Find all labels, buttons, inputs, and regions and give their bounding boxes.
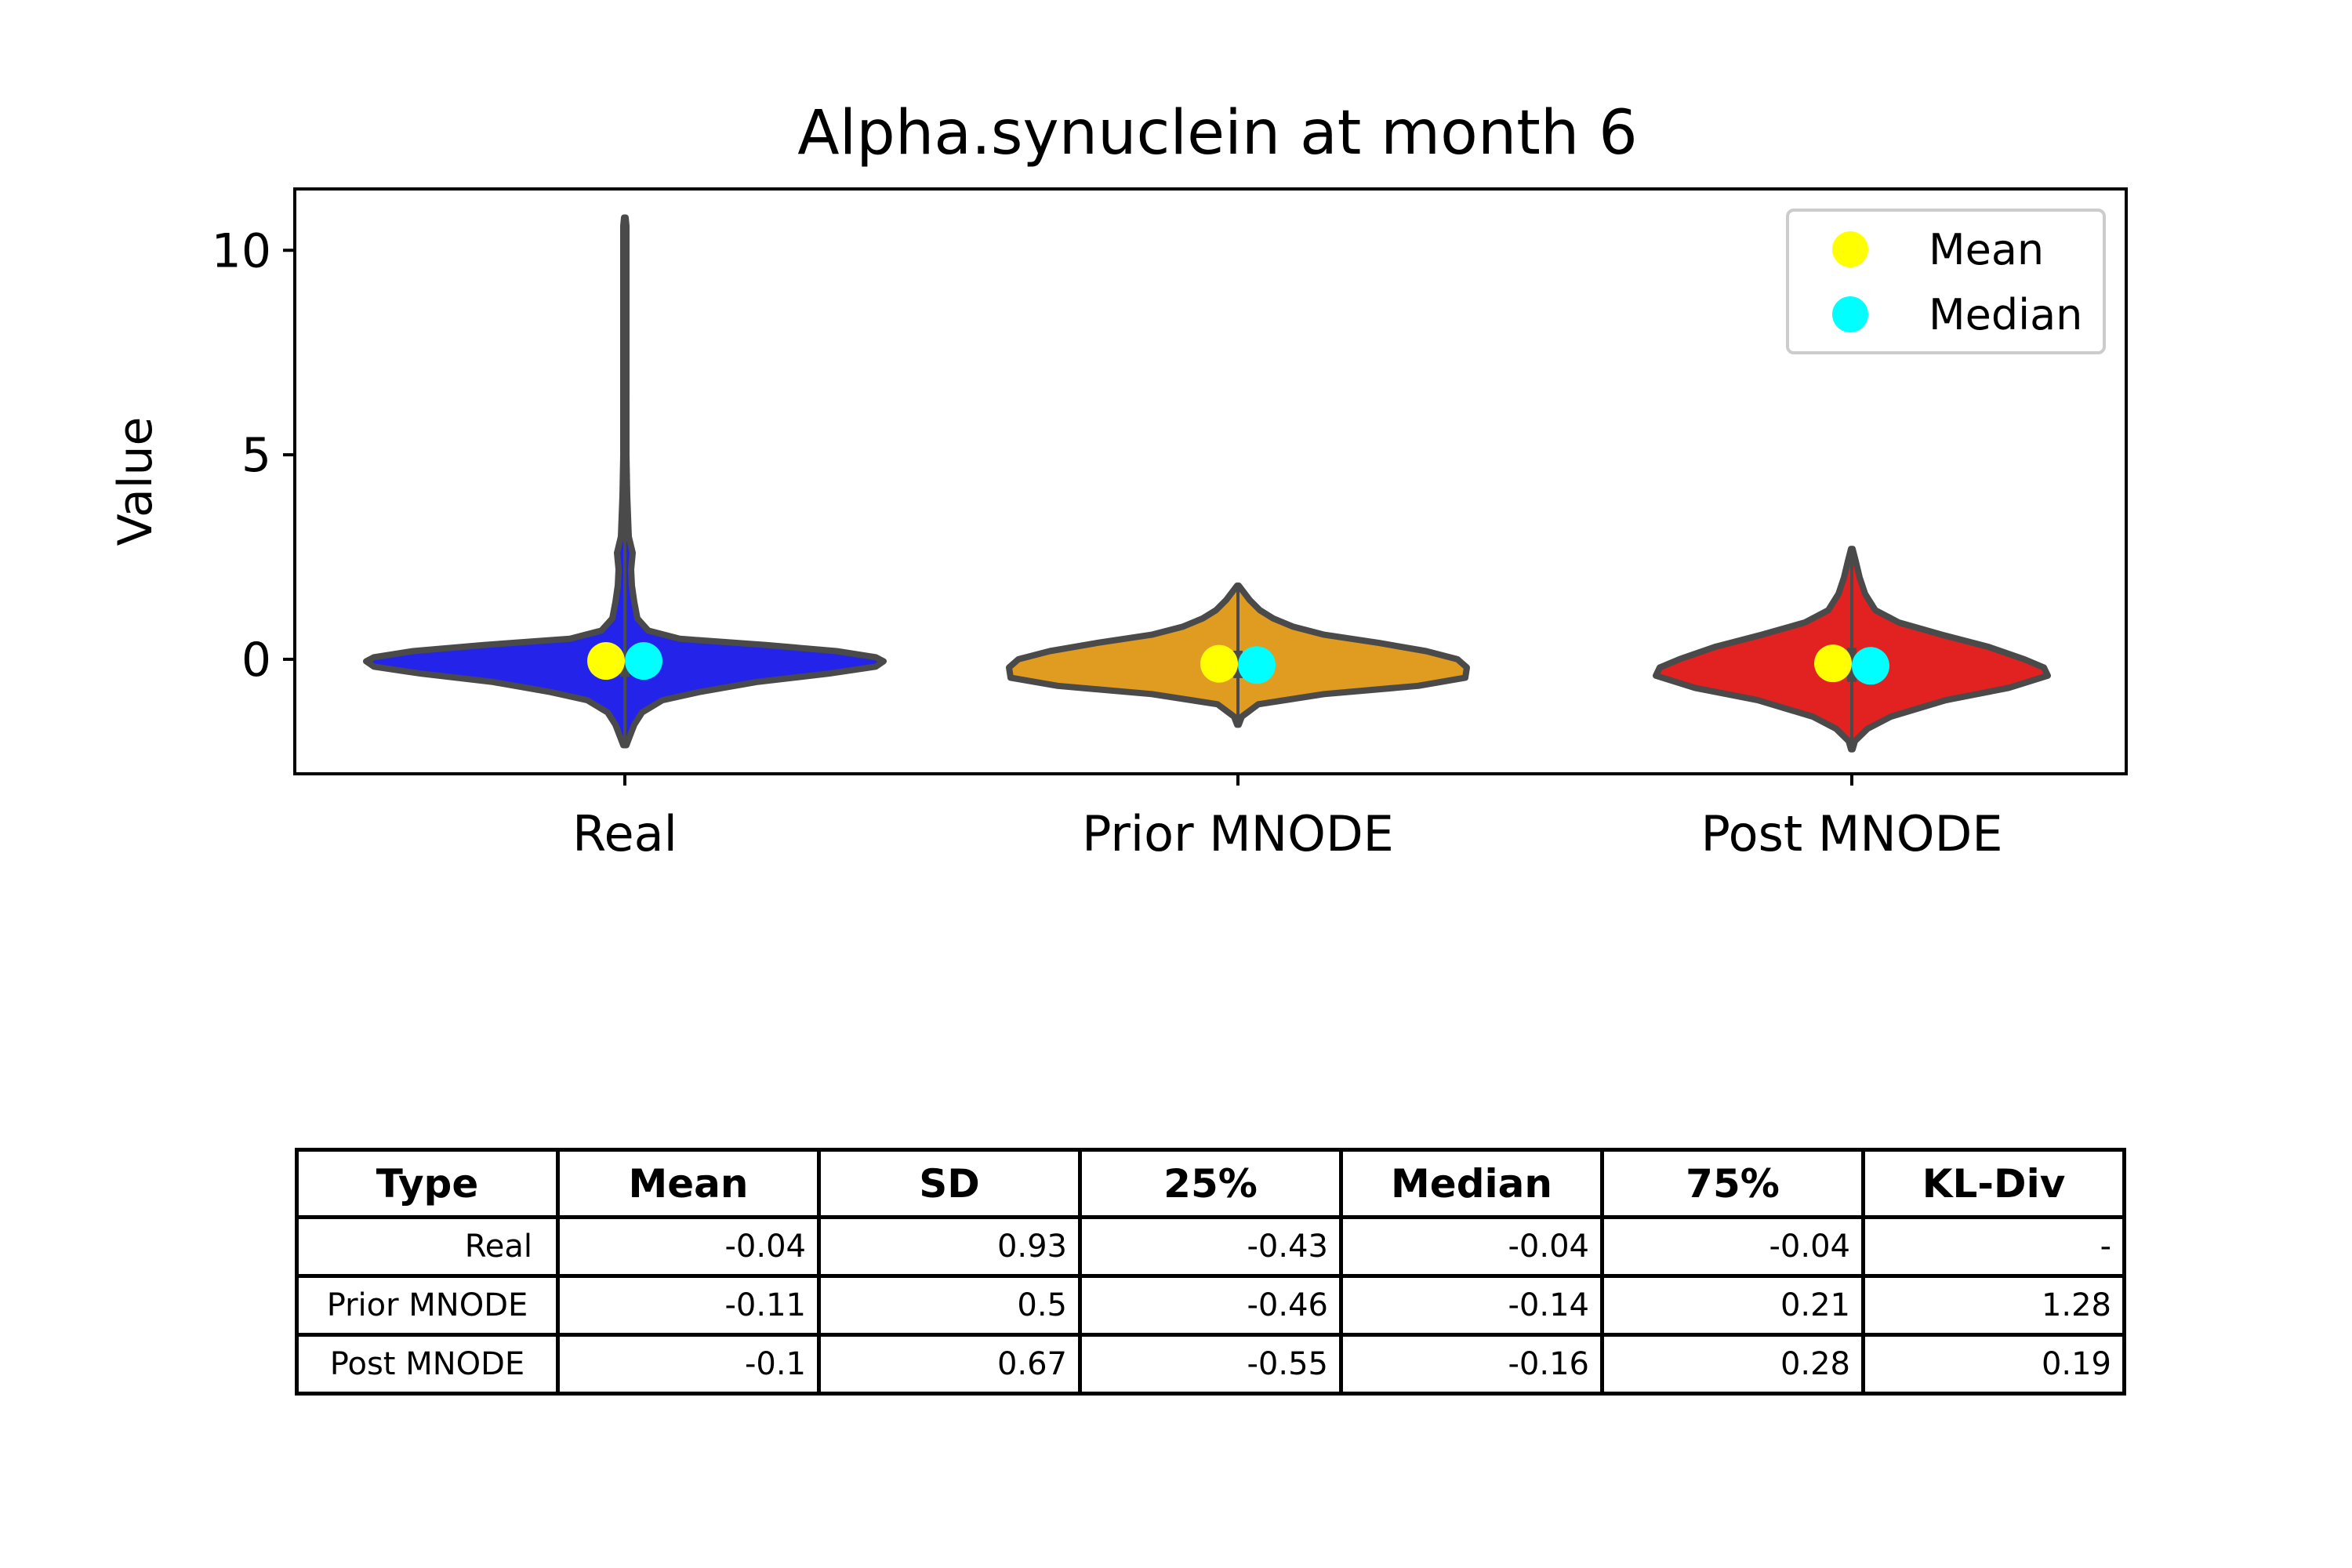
table-header-row: Type Mean SD 25% Median 75% KL-Div: [295, 1148, 2126, 1219]
mean-marker: [1200, 644, 1238, 683]
table-cell: 0.5: [817, 1274, 1082, 1337]
table-row: Real -0.04 0.93 -0.43 -0.04 -0.04-: [295, 1215, 2126, 1278]
table-type-cell: Prior MNODE: [295, 1274, 560, 1337]
plot-frame: [293, 187, 2128, 775]
y-tick-label: 10: [212, 223, 271, 278]
column-header: Type: [295, 1148, 560, 1219]
y-axis-label: Value: [108, 417, 163, 546]
table-cell: 0.67: [817, 1333, 1082, 1396]
stats-table: Type Mean SD 25% Median 75% KL-Div Real -0.04 0.…: [295, 1148, 2126, 1396]
x-tick-label: Real: [572, 805, 677, 862]
table-cell: 0.21: [1600, 1274, 1865, 1337]
table-cell: -0.43: [1078, 1215, 1343, 1278]
median-marker: [625, 642, 662, 681]
table-cell: -0.16: [1339, 1333, 1604, 1396]
legend-marker-median: [1832, 296, 1868, 332]
column-header: Median: [1339, 1148, 1604, 1219]
table-cell: -0.04: [1600, 1215, 1865, 1278]
column-header: SD: [817, 1148, 1082, 1219]
y-tick-label: 0: [241, 633, 271, 688]
table-cell: 0.19: [1861, 1333, 2126, 1396]
column-header: 25%: [1078, 1148, 1343, 1219]
mean-marker: [1814, 644, 1852, 683]
table-cell: 0.93: [817, 1215, 1082, 1278]
table-cell: -0.04: [556, 1215, 821, 1278]
violins-group: [363, 214, 2051, 753]
median-marker: [1852, 647, 1889, 685]
median-marker: [1238, 646, 1276, 684]
y-tick-label: 5: [241, 428, 271, 483]
table-type-cell: Post MNODE: [295, 1333, 560, 1396]
markers-group: [587, 642, 1889, 685]
legend-label-mean: Mean: [1929, 225, 2044, 274]
column-header: Mean: [556, 1148, 821, 1219]
table-cell: -0.14: [1339, 1274, 1604, 1337]
y-axis: 0 5 10: [212, 223, 295, 688]
column-header: KL-Div: [1861, 1148, 2126, 1219]
table-row: Post MNODE -0.1 0.67 -0.55 -0.16 0.28 0.19: [295, 1333, 2126, 1396]
x-tick-label: Prior MNODE: [1082, 805, 1394, 862]
column-header: 75%: [1600, 1148, 1865, 1219]
table-cell: -0.04: [1339, 1215, 1604, 1278]
table-body: Real -0.04 0.93 -0.43 -0.04 -0.04- Prior MNODE…: [295, 1215, 2126, 1396]
legend-marker-mean: [1832, 231, 1868, 267]
legend-label-median: Median: [1929, 290, 2082, 339]
table-cell: -0.46: [1078, 1274, 1343, 1337]
legend: Mean Median: [1786, 209, 2106, 354]
table-cell: -0.1: [556, 1333, 821, 1396]
chart-title: Alpha.synuclein at month 6: [797, 98, 1637, 169]
x-axis: Real Prior MNODE Post MNODE: [572, 774, 2003, 862]
table-cell: 0.28: [1600, 1333, 1865, 1396]
table-type-cell: Real: [295, 1215, 560, 1278]
table-cell: 1.28: [1861, 1274, 2126, 1337]
table-cell: -: [1861, 1215, 2126, 1278]
mean-marker: [587, 642, 625, 681]
table-row: Prior MNODE -0.11 0.5 -0.46 -0.14 0.21 1.28: [295, 1274, 2126, 1337]
table-cell: -0.11: [556, 1274, 821, 1337]
table-cell: -0.55: [1078, 1333, 1343, 1396]
x-tick-label: Post MNODE: [1700, 805, 2002, 862]
